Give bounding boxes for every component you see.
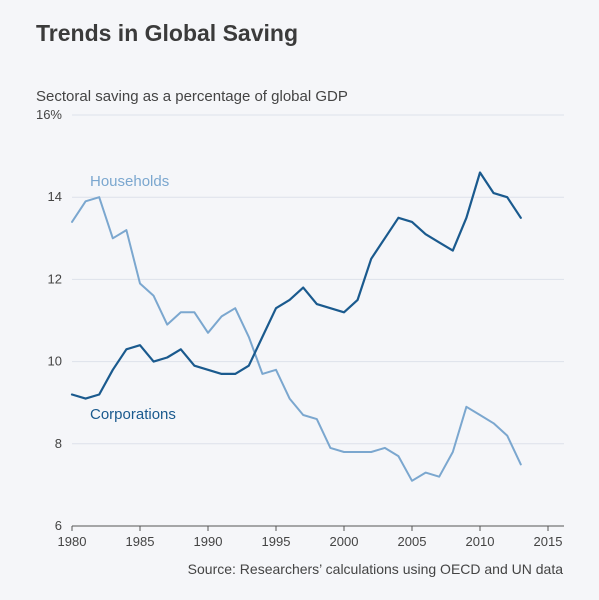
y-tick-label: 12: [48, 271, 62, 286]
grid-lines: [72, 114, 564, 445]
x-tick-label: 2005: [398, 534, 427, 549]
series-label-corporations: Corporations: [90, 406, 176, 423]
x-tick-label: 1980: [58, 534, 87, 549]
y-tick-label: 6: [55, 518, 62, 533]
x-tick-label: 1990: [194, 534, 223, 549]
y-tick-label: 16%: [36, 107, 62, 122]
x-axis: 1980 1985 1990 1995 2000 2005 2010 2015: [58, 525, 564, 549]
series-line-households: [71, 196, 522, 482]
x-tick-label: 2010: [466, 534, 495, 549]
x-tick-label: 2015: [534, 534, 563, 549]
x-tick-label: 1995: [262, 534, 291, 549]
y-tick-label: 14: [48, 189, 62, 204]
series-label-households: Households: [90, 173, 169, 190]
x-tick-label: 2000: [330, 534, 359, 549]
line-chart: 6 8 10 12 14 16% 1980 1985 1990 1995 2000 2005 2010…: [36, 107, 564, 549]
y-tick-label: 8: [55, 436, 62, 451]
series-lines: [70, 171, 522, 482]
y-axis: 6 8 10 12 14 16%: [36, 107, 62, 533]
x-tick-label: 1985: [126, 534, 155, 549]
chart-title: Trends in Global Saving: [36, 20, 298, 46]
chart-subtitle: Sectoral saving as a percentage of globa…: [36, 88, 348, 105]
source-note: Source: Researchers’ calculations using …: [187, 561, 563, 577]
series-line-corporations: [70, 171, 522, 400]
y-tick-label: 10: [48, 354, 62, 369]
